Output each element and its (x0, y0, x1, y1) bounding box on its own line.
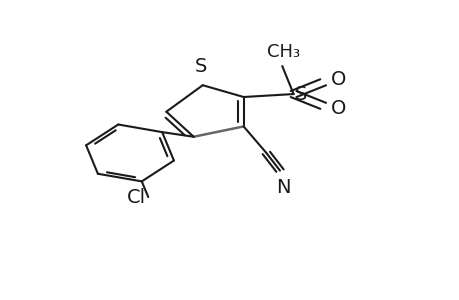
Text: Cl: Cl (127, 188, 146, 206)
Text: S: S (194, 57, 206, 76)
Text: S: S (294, 85, 307, 104)
Text: O: O (330, 99, 345, 118)
Text: N: N (276, 178, 290, 197)
Text: CH₃: CH₃ (267, 43, 300, 61)
Text: O: O (330, 70, 345, 89)
